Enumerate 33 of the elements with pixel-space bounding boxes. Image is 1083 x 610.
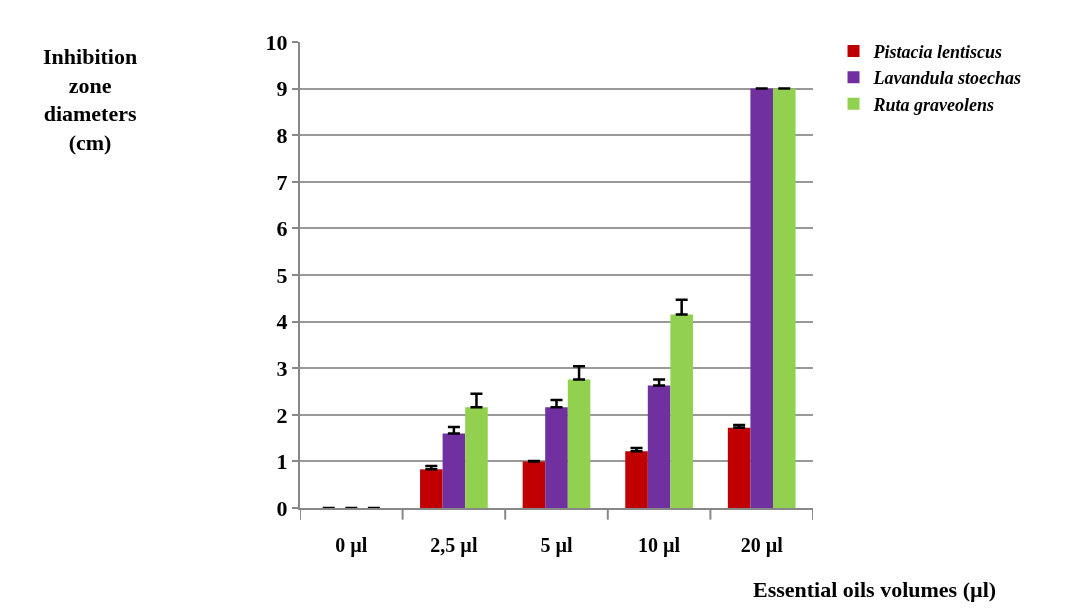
y-tick-label: 6: [276, 216, 288, 242]
y-tick-label: 2: [276, 402, 288, 428]
legend-label: Pistacia lentiscus: [872, 41, 1003, 62]
text: Inhibition zone diameters (cm): [43, 44, 138, 155]
bar: [545, 407, 568, 508]
y-tick-label: 3: [276, 355, 288, 381]
bar: [625, 451, 648, 508]
bar: [727, 427, 751, 508]
bar: [465, 407, 488, 508]
y-tick-label: 9: [276, 76, 288, 102]
bar: [772, 88, 796, 508]
legend-label: Ruta graveolens: [872, 94, 995, 115]
y-tick-label: 0: [276, 495, 288, 521]
bar: [442, 433, 466, 508]
x-tick-label: 10 µl: [638, 534, 681, 557]
bar: [522, 461, 546, 508]
x-axis-title: Essential oils volumes (µl): [753, 577, 997, 602]
bar: [567, 379, 591, 508]
bar: [670, 314, 693, 508]
legend-label: Lavandula stoechas: [872, 68, 1022, 89]
y-tick-label: 4: [276, 309, 288, 335]
y-tick-label: 7: [276, 169, 288, 195]
bar: [647, 385, 671, 508]
bar: [420, 469, 443, 508]
y-tick-label: 10: [265, 29, 288, 55]
x-tick-label: 5 µl: [540, 534, 573, 557]
x-tick-label: 20 µl: [740, 534, 784, 557]
x-tick-label: 2,5 µl: [430, 534, 478, 557]
y-tick-label: 1: [276, 449, 288, 475]
x-tick-label: 0 µl: [335, 534, 368, 557]
y-tick-label: 5: [276, 262, 288, 288]
y-tick-label: 8: [276, 122, 288, 148]
bar: [750, 88, 773, 508]
